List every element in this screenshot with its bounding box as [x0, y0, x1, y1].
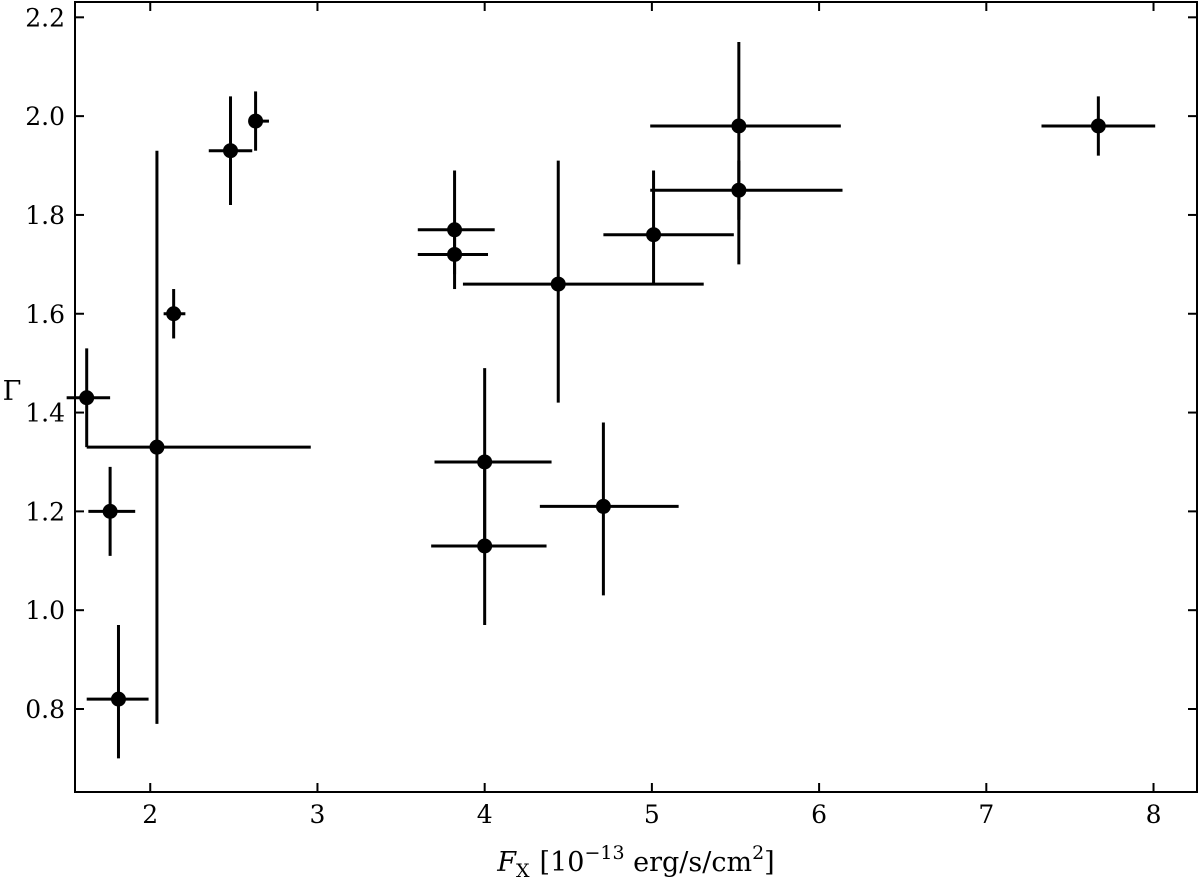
x-tick-label: 2	[142, 800, 158, 829]
data-point	[550, 276, 566, 292]
data-point	[110, 691, 126, 707]
data-point	[102, 503, 118, 519]
y-axis-label: Γ	[3, 376, 22, 407]
y-tick-label: 2.0	[25, 102, 65, 131]
y-tick-label: 1.8	[25, 201, 65, 230]
data-point	[731, 118, 747, 134]
data-point	[731, 182, 747, 198]
data-point	[149, 439, 165, 455]
data-point	[166, 306, 182, 322]
y-tick-label: 1.4	[25, 399, 65, 428]
x-axis-label-unit-sup: 2	[752, 842, 764, 864]
data-point	[477, 454, 493, 470]
tick-labels: 2 3 4 5 6 7 8 0.8 1.0 1.2 1.4 1.6 1.8 2.0 2.2	[25, 3, 1161, 829]
data-point	[1090, 118, 1106, 134]
y-tick-label: 2.2	[25, 3, 65, 32]
y-tick-label: 1.2	[25, 497, 65, 526]
x-tick-label: 6	[811, 800, 827, 829]
data-point	[447, 246, 463, 262]
x-axis-label: FX [10−13 erg/s/cm2]	[496, 842, 774, 881]
x-tick-label: 5	[644, 800, 660, 829]
data-point	[79, 390, 95, 406]
x-tick-label: 8	[1146, 800, 1162, 829]
x-tick-label: 4	[477, 800, 493, 829]
y-tick-label: 0.8	[25, 695, 65, 724]
x-tick-label: 3	[310, 800, 326, 829]
data-point	[248, 113, 264, 129]
x-tick-label: 7	[978, 800, 994, 829]
x-axis-label-bracket-close: ]	[764, 847, 775, 878]
data-point	[595, 498, 611, 514]
data-point	[477, 538, 493, 554]
data-point	[223, 143, 239, 159]
x-axis-label-unit: erg/s/cm	[625, 847, 753, 878]
x-axis-label-bracket-open: [10	[540, 847, 585, 878]
plot-frame	[74, 1, 1198, 793]
data-markers	[79, 113, 1106, 707]
x-axis-label-symbol: F	[496, 847, 517, 878]
x-axis-label-exponent: −13	[584, 842, 624, 864]
y-tick-label: 1.6	[25, 300, 65, 329]
x-axis-label-symbol-sub: X	[516, 860, 530, 881]
data-point	[646, 227, 662, 243]
tick-marks	[75, 2, 1197, 792]
y-tick-label: 1.0	[25, 596, 65, 625]
data-point	[447, 222, 463, 238]
